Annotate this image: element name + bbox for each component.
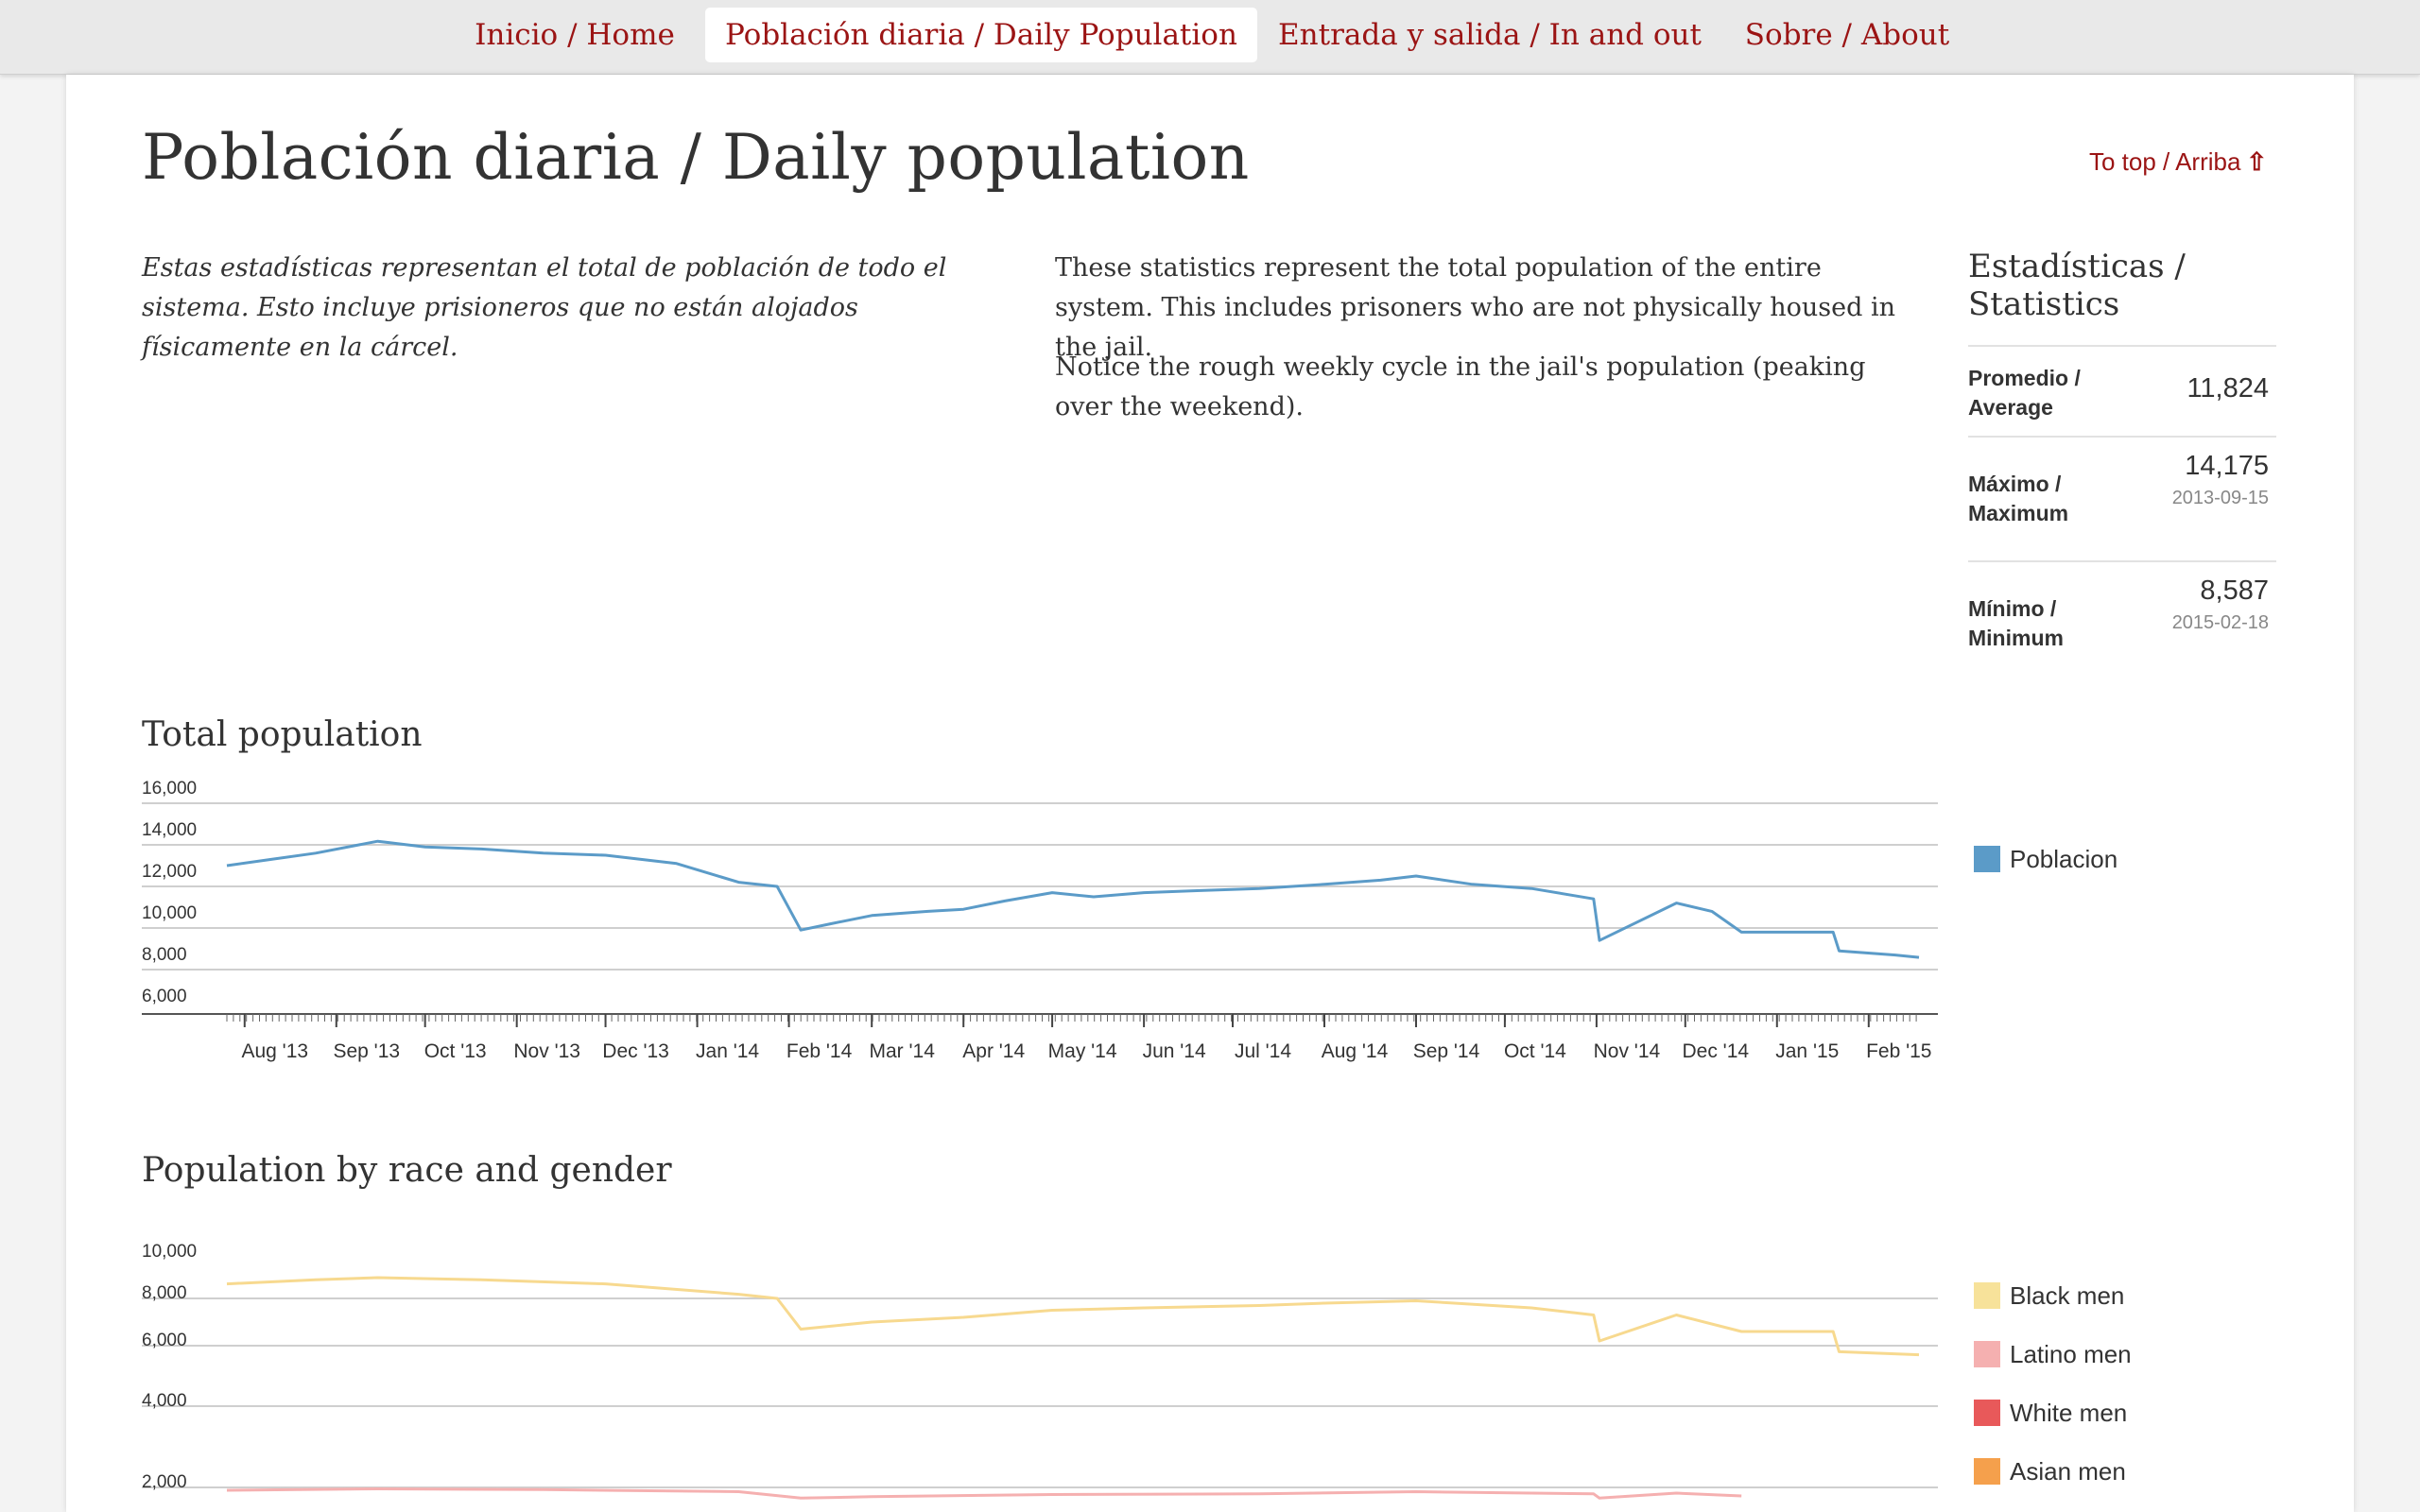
arrow-up-icon: ⇧: [2246, 147, 2268, 176]
content-card: [66, 75, 2354, 1512]
race-gender-chart: 10,000 8,000 6,000 4,000 2,000: [142, 1242, 1938, 1500]
legend-label-latino-men: Latino men: [2010, 1340, 2132, 1368]
series-line-black-men: [226, 1276, 1920, 1357]
x-tick-label: Dec '14: [1683, 1040, 1750, 1062]
stats-minimum-date: 2015-02-18: [2171, 612, 2269, 633]
legend-swatch-black-men: [1974, 1282, 2000, 1309]
x-tick-label: Oct '13: [424, 1040, 487, 1062]
x-tick-label: Oct '14: [1504, 1040, 1566, 1062]
stats-maximum-value: 14,175: [2185, 451, 2269, 481]
stats-maximum-date: 2013-09-15: [2171, 488, 2269, 508]
legend-label-poblacion: Poblacion: [2010, 845, 2118, 873]
stats-average-label: Promedio / Average: [1968, 366, 2081, 420]
to-top-label: To top / Arriba: [2089, 147, 2241, 176]
x-tick-label: Sep '13: [333, 1040, 400, 1062]
stats-average-value: 11,824: [2187, 373, 2269, 404]
race-gender-title: Population by race and gender: [142, 1151, 672, 1190]
nav-item-home[interactable]: Inicio / Home: [475, 18, 675, 52]
x-tick-label: Jul '14: [1235, 1040, 1291, 1062]
stats-average-row: Promedio / Average 11,824: [1968, 345, 2276, 438]
y-tick-label: 8,000: [142, 1283, 187, 1303]
stats-minimum-label: Mínimo / Minimum: [1968, 596, 2064, 650]
stats-maximum-label: Máximo / Maximum: [1968, 472, 2069, 525]
series-line-poblacion: [226, 839, 1920, 959]
intro-weekly-cycle-note: Notice the rough weekly cycle in the jai…: [1055, 352, 1866, 421]
y-tick-label: 14,000: [142, 820, 197, 840]
legend-swatch-asian-men: [1974, 1458, 2000, 1485]
legend-label-white-men: White men: [2010, 1399, 2128, 1427]
legend-swatch-latino-men: [1974, 1341, 2000, 1367]
legend-swatch-poblacion: [1974, 846, 2000, 872]
x-tick-label: Jan '15: [1775, 1040, 1839, 1062]
x-tick-label: Feb '15: [1866, 1040, 1931, 1062]
intro-english: These statistics represent the total pop…: [1055, 253, 1896, 362]
x-tick-label: Mar '14: [870, 1040, 936, 1062]
nav-item-about[interactable]: Sobre / About: [1744, 18, 1950, 52]
y-tick-label: 16,000: [142, 779, 197, 799]
stats-maximum-row: Máximo / Maximum 14,175 2013-09-15: [1968, 436, 2276, 562]
x-tick-label: Apr '14: [962, 1040, 1025, 1062]
x-tick-label: Nov '13: [513, 1040, 580, 1062]
x-tick-label: Jun '14: [1143, 1040, 1206, 1062]
y-tick-label: 2,000: [142, 1472, 187, 1492]
total-population-title: Total population: [142, 715, 423, 754]
x-tick-label: Nov '14: [1594, 1040, 1661, 1062]
stats-minimum-value: 8,587: [2200, 576, 2269, 606]
series-line-latino-men: [226, 1487, 1742, 1500]
page-title: Población diaria / Daily population: [142, 121, 1250, 194]
x-tick-label: May '14: [1048, 1040, 1117, 1062]
y-tick-label: 6,000: [142, 1331, 187, 1350]
x-tick-label: Aug '14: [1322, 1040, 1389, 1062]
y-tick-label: 6,000: [142, 987, 187, 1006]
y-tick-label: 8,000: [142, 945, 187, 965]
nav-item-daily-population[interactable]: Población diaria / Daily Population: [705, 8, 1257, 62]
to-top-link[interactable]: To top / Arriba ⇧: [2089, 147, 2267, 177]
top-navigation: Inicio / Home Población diaria / Daily P…: [0, 0, 2420, 75]
intro-spanish: Estas estadísticas representan el total …: [142, 253, 947, 362]
legend-label-asian-men: Asian men: [2010, 1457, 2126, 1486]
y-tick-label: 10,000: [142, 1242, 197, 1262]
x-tick-label: Sep '14: [1413, 1040, 1480, 1062]
legend-swatch-white-men: [1974, 1400, 2000, 1426]
x-tick-label: Dec '13: [602, 1040, 669, 1062]
total-population-chart: 16,000 14,000 12,000 10,000 8,000 6,000 Aug '…: [142, 779, 1938, 1062]
y-tick-label: 4,000: [142, 1391, 187, 1411]
stats-title: Estadísticas / Statistics: [1968, 248, 2186, 323]
nav-item-in-and-out[interactable]: Entrada y salida / In and out: [1278, 18, 1702, 52]
x-tick-label: Aug '13: [241, 1040, 308, 1062]
y-tick-label: 10,000: [142, 903, 197, 923]
legend-label-black-men: Black men: [2010, 1281, 2125, 1310]
stats-minimum-row: Mínimo / Minimum 8,587 2015-02-18: [1968, 560, 2276, 687]
y-tick-label: 12,000: [142, 862, 197, 882]
x-tick-label: Feb '14: [786, 1040, 853, 1062]
x-tick-label: Jan '14: [696, 1040, 759, 1062]
